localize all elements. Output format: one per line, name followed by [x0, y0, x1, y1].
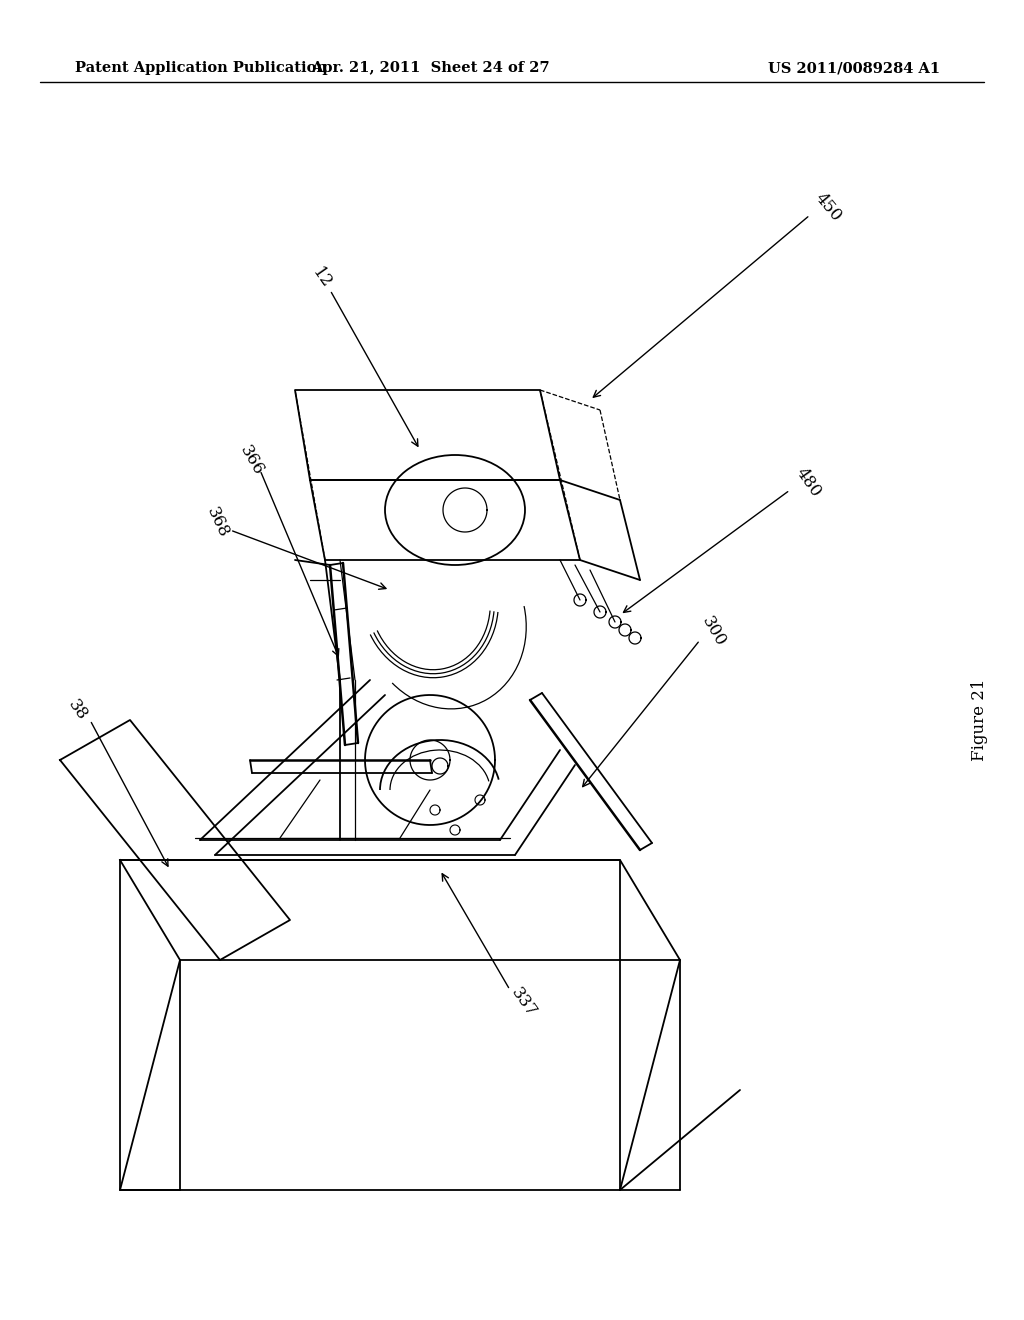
Text: 337: 337	[508, 985, 540, 1020]
Text: 450: 450	[811, 189, 845, 224]
Text: 12: 12	[309, 264, 335, 292]
Text: 38: 38	[65, 697, 91, 723]
Text: US 2011/0089284 A1: US 2011/0089284 A1	[768, 61, 940, 75]
Text: 368: 368	[204, 504, 232, 540]
Text: 366: 366	[237, 442, 267, 478]
Text: 480: 480	[792, 465, 824, 500]
Text: Apr. 21, 2011  Sheet 24 of 27: Apr. 21, 2011 Sheet 24 of 27	[310, 61, 549, 75]
Text: 300: 300	[698, 614, 729, 649]
Text: Figure 21: Figure 21	[972, 678, 988, 762]
Text: Patent Application Publication: Patent Application Publication	[75, 61, 327, 75]
